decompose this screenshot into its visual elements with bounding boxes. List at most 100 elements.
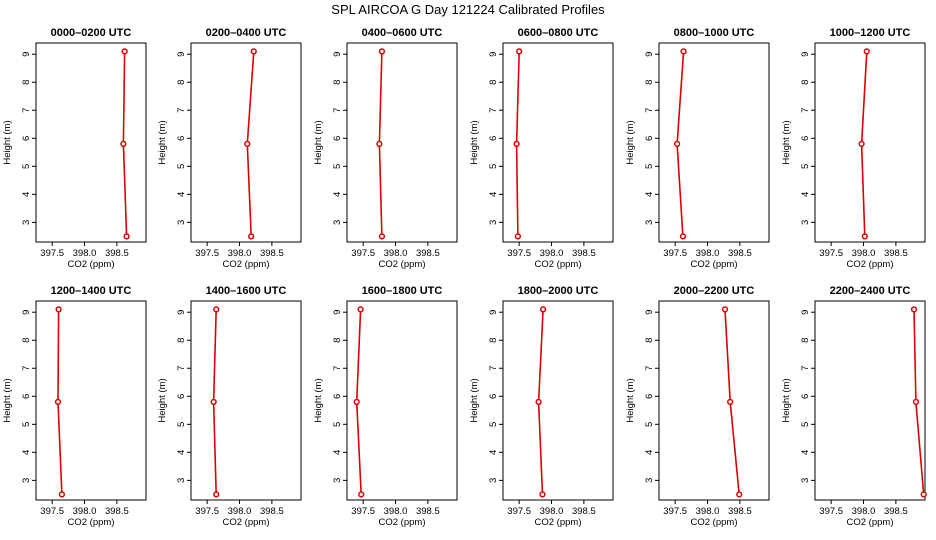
- x-tick-label: 398.0: [384, 248, 408, 259]
- plot-frame: [346, 42, 458, 243]
- data-point: [376, 140, 383, 148]
- data-point: [679, 233, 687, 240]
- plot-frame: [346, 300, 458, 501]
- x-axis-label: CO2 (ppm): [379, 517, 426, 528]
- y-tick-label: 7: [488, 366, 499, 371]
- y-tick-label: 3: [21, 220, 32, 225]
- data-point: [378, 233, 386, 240]
- y-axis-label: Height (m): [781, 378, 792, 422]
- y-tick-label: 4: [800, 192, 811, 197]
- y-tick-label: 4: [176, 192, 187, 197]
- data-point: [673, 140, 681, 148]
- x-tick-label: 398.5: [416, 506, 440, 517]
- y-tick-label: 8: [644, 338, 655, 343]
- x-tick-label: 397.5: [40, 506, 64, 517]
- x-tick-label: 398.5: [260, 248, 284, 259]
- y-tick-label: 5: [800, 164, 811, 169]
- x-axis-label: CO2 (ppm): [847, 259, 894, 270]
- data-point: [248, 233, 255, 240]
- y-tick-label: 9: [332, 52, 343, 57]
- x-axis-label: CO2 (ppm): [691, 259, 738, 270]
- y-tick-label: 9: [644, 310, 655, 315]
- y-tick-label: 8: [488, 338, 499, 343]
- data-point: [514, 233, 522, 240]
- panel-title: 0800–1000 UTC: [674, 27, 755, 39]
- y-tick-label: 6: [21, 136, 32, 141]
- data-point: [358, 491, 365, 498]
- x-axis-label: CO2 (ppm): [68, 517, 115, 528]
- panel-title: 1000–1200 UTC: [830, 27, 911, 39]
- plot-frame: [190, 42, 302, 243]
- data-point: [210, 398, 217, 406]
- y-tick-label: 9: [800, 310, 811, 315]
- x-tick-label: 398.0: [696, 248, 720, 259]
- y-tick-label: 4: [332, 450, 343, 455]
- x-tick-label: 398.5: [884, 506, 908, 517]
- x-tick-label: 397.5: [351, 248, 375, 259]
- x-tick-label: 397.5: [507, 248, 531, 259]
- y-tick-label: 3: [644, 478, 655, 483]
- y-tick-label: 4: [644, 192, 655, 197]
- y-tick-label: 8: [332, 338, 343, 343]
- x-tick-label: 397.5: [40, 248, 64, 259]
- y-tick-label: 6: [800, 136, 811, 141]
- y-axis-label: Height (m): [2, 120, 13, 164]
- data-point: [721, 306, 729, 313]
- plot-frame: [502, 300, 614, 501]
- data-point: [861, 233, 868, 240]
- y-tick-label: 4: [21, 450, 32, 455]
- y-tick-label: 3: [800, 220, 811, 225]
- data-point: [535, 398, 542, 406]
- data-point: [680, 48, 687, 55]
- data-point: [910, 306, 918, 313]
- data-point: [858, 140, 865, 148]
- data-point: [353, 398, 360, 406]
- y-tick-label: 5: [800, 422, 811, 427]
- y-axis-label: Height (m): [313, 378, 324, 422]
- x-tick-label: 398.5: [572, 506, 596, 517]
- plot-frame: [814, 300, 926, 501]
- data-point: [121, 48, 128, 55]
- panel-title: 2000–2200 UTC: [674, 285, 755, 297]
- y-axis-label: Height (m): [469, 378, 480, 422]
- data-point: [516, 48, 523, 55]
- y-tick-label: 4: [21, 192, 32, 197]
- panel-title: 0400–0600 UTC: [362, 27, 443, 39]
- x-tick-label: 397.5: [663, 248, 687, 259]
- plot-frame: [502, 42, 614, 243]
- y-tick-label: 6: [644, 136, 655, 141]
- x-axis-label: CO2 (ppm): [379, 259, 426, 270]
- y-tick-label: 3: [21, 478, 32, 483]
- y-axis-label: Height (m): [469, 120, 480, 164]
- x-tick-label: 397.5: [507, 506, 531, 517]
- y-tick-label: 7: [21, 366, 32, 371]
- y-tick-label: 7: [332, 366, 343, 371]
- data-point: [912, 398, 920, 406]
- plot-frame: [814, 42, 926, 243]
- data-point: [54, 398, 62, 406]
- x-tick-label: 398.5: [728, 248, 752, 259]
- y-tick-label: 9: [488, 310, 499, 315]
- y-tick-label: 5: [644, 164, 655, 169]
- y-tick-label: 8: [800, 80, 811, 85]
- data-point: [513, 140, 520, 148]
- y-tick-label: 5: [21, 164, 32, 169]
- y-tick-label: 6: [644, 394, 655, 399]
- y-tick-label: 6: [332, 136, 343, 141]
- y-tick-label: 4: [332, 192, 343, 197]
- x-tick-label: 398.0: [228, 506, 252, 517]
- data-point: [863, 48, 870, 55]
- x-tick-label: 398.0: [540, 506, 564, 517]
- data-point: [213, 306, 220, 313]
- plot-frame: [658, 300, 770, 501]
- x-tick-label: 398.0: [228, 248, 252, 259]
- x-axis-label: CO2 (ppm): [223, 259, 270, 270]
- y-tick-label: 7: [176, 108, 187, 113]
